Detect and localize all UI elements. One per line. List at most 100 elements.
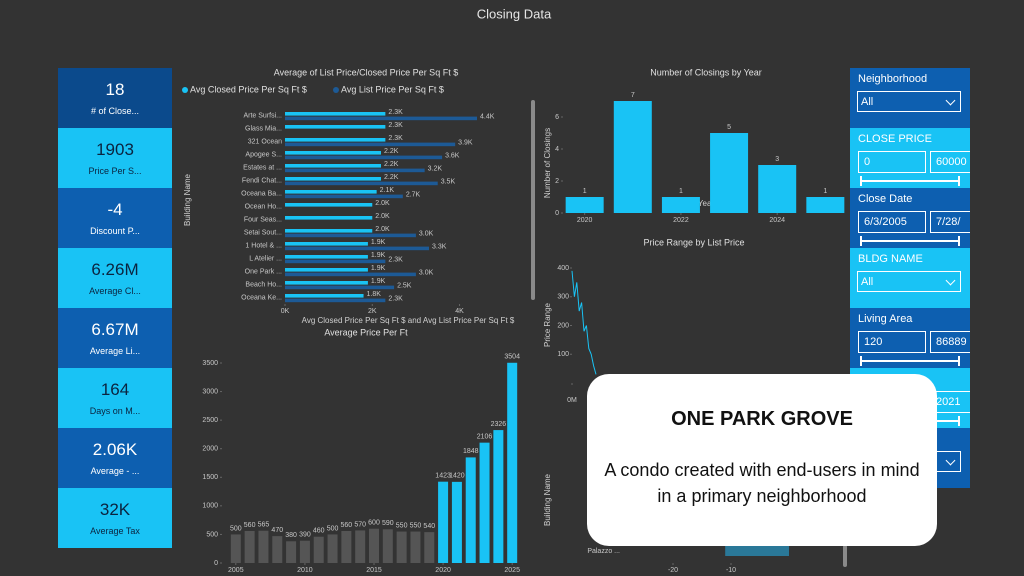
x-axis-title: Year	[698, 199, 715, 208]
bar	[661, 197, 700, 213]
kpi-value: 2.06K	[92, 440, 138, 459]
range-input[interactable]: 60000	[930, 151, 970, 173]
slicer: BLDG NAME All	[850, 248, 970, 308]
range-input[interactable]: 6/3/2005	[858, 211, 926, 233]
bar	[230, 534, 241, 563]
bar	[285, 272, 416, 277]
kpi-card: -4 Discount P...	[58, 188, 172, 248]
y-tick-label: 100	[557, 351, 569, 358]
legend-marker	[182, 87, 188, 93]
y-axis-title: Building Name	[543, 473, 552, 526]
bar	[285, 259, 386, 264]
data-label: 540	[423, 523, 435, 530]
y-tick-label: 0	[214, 560, 218, 567]
dropdown[interactable]: All	[857, 271, 961, 292]
chart-title: Average Price Per Ft	[324, 327, 408, 337]
range-input[interactable]: 7/28/	[930, 211, 970, 233]
kpi-value: 6.26M	[91, 260, 139, 279]
scrollbar[interactable]	[843, 545, 847, 567]
data-label: 590	[382, 520, 394, 527]
data-label: 570	[354, 521, 366, 528]
bar	[479, 442, 490, 563]
y-tick-label: Four Seas...	[244, 216, 282, 223]
x-tick-label: -20	[668, 567, 678, 574]
legend-marker	[333, 87, 339, 93]
data-label: 550	[410, 522, 422, 529]
data-label: 470	[271, 527, 283, 534]
bar	[285, 151, 381, 155]
data-label: 2.0K	[375, 226, 390, 233]
bar	[285, 164, 381, 168]
slicer-title: Living Area	[858, 313, 913, 325]
range-input[interactable]: 120	[858, 331, 926, 353]
bar	[451, 481, 462, 563]
slicer-title: CLOSE PRICE	[858, 133, 932, 145]
data-label: 1	[679, 188, 683, 195]
chart-title: Number of Closings by Year	[650, 67, 762, 77]
bar	[285, 233, 416, 238]
slicer: Neighborhood All	[850, 68, 970, 128]
kpi-label: Discount P...	[90, 226, 140, 236]
bar	[285, 294, 364, 298]
dropdown[interactable]: All	[857, 91, 961, 112]
scrollbar[interactable]	[531, 100, 535, 300]
bar	[285, 281, 368, 285]
bar	[285, 229, 373, 233]
y-tick-label: 4	[555, 146, 559, 153]
x-tick-label: 2K	[368, 308, 377, 315]
y-tick-label: L Atelier ...	[249, 255, 282, 262]
x-tick-label: 2025	[504, 567, 520, 574]
data-label: 3.2K	[428, 166, 443, 173]
range-slider[interactable]	[860, 236, 960, 246]
y-tick-label: Palazzo ...	[587, 548, 620, 555]
y-tick-label: 2000	[202, 446, 218, 453]
data-label: 1	[583, 188, 587, 195]
bar	[285, 142, 456, 147]
legend-label: Avg List Price Per Sq Ft $	[341, 84, 444, 94]
kpi-label: Average Tax	[90, 526, 140, 536]
y-axis-title: Number of Closings	[543, 128, 552, 198]
kpi-card: 18 # of Close...	[58, 68, 172, 128]
bar	[285, 285, 395, 290]
bar	[285, 203, 373, 207]
kpi-label: Days on M...	[89, 406, 141, 416]
y-tick-label: Oceana Ke...	[241, 294, 282, 301]
y-tick-label: Ocean Ho...	[245, 203, 282, 210]
y-tick-label: Fendi Chat...	[242, 177, 282, 184]
x-tick-label: 2020	[435, 567, 451, 574]
card-title: ONE PARK GROVE	[671, 408, 853, 430]
range-slider[interactable]	[860, 176, 960, 186]
x-tick-label: 2005	[228, 567, 244, 574]
line	[571, 270, 597, 375]
bar	[285, 194, 403, 199]
data-label: 1423	[435, 473, 451, 480]
data-label: 3	[775, 156, 779, 163]
data-label: 500	[230, 525, 242, 532]
bar	[285, 177, 381, 181]
kpi-value: 6.67M	[91, 320, 139, 339]
data-label: 560	[244, 522, 256, 529]
range-input[interactable]: 0	[858, 151, 926, 173]
x-tick-label: 2015	[366, 567, 382, 574]
data-label: 1.9K	[371, 239, 386, 246]
kpi-value: -4	[107, 200, 123, 219]
data-label: 1420	[449, 473, 465, 480]
bar	[285, 216, 373, 220]
y-tick-label: 300	[557, 294, 569, 301]
chart-title: Average of List Price/Closed Price Per S…	[274, 67, 458, 77]
data-label: 2.3K	[388, 135, 403, 142]
range-input[interactable]: 86889	[930, 331, 970, 353]
y-axis-title: Price Range	[543, 302, 552, 347]
bar	[285, 181, 438, 186]
data-label: 2.1K	[380, 187, 395, 194]
bar	[355, 530, 366, 563]
data-label: 2.7K	[406, 192, 421, 199]
bar	[410, 531, 421, 563]
data-label: 2.2K	[384, 148, 399, 155]
data-label: 2.0K	[375, 200, 390, 207]
page-title: Closing Data	[477, 6, 552, 21]
range-slider[interactable]	[860, 356, 960, 366]
data-label: 4.4K	[480, 114, 495, 121]
data-label: 550	[396, 522, 408, 529]
